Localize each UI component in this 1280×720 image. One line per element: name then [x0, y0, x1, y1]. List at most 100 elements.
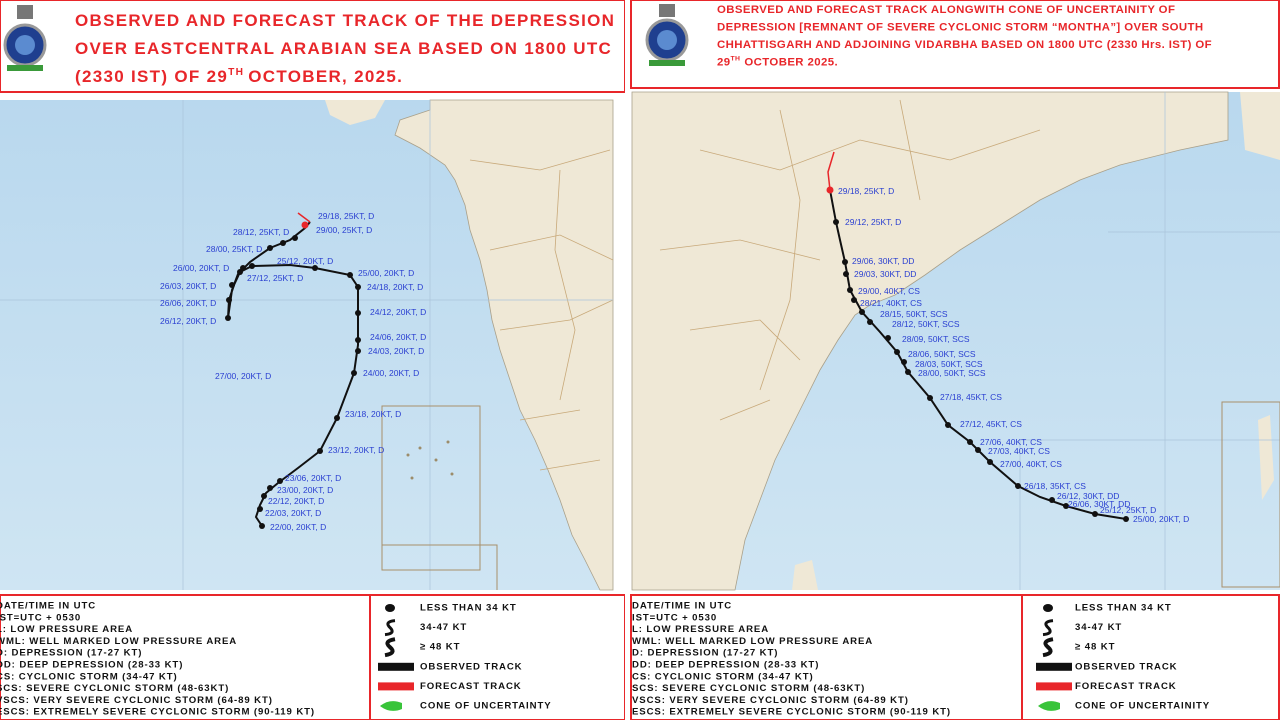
title-line: OVER EASTCENTRAL ARABIAN SEA BASED ON 18…: [75, 39, 612, 58]
symbol-scs: [384, 637, 396, 658]
legend-definition: SuCS: SUPER CYCLONIC STORM ≥ 120 KT: [0, 719, 224, 720]
symbol-scs: [1042, 637, 1054, 658]
symbol-forecast: [378, 682, 414, 691]
title-superscript: TH: [730, 55, 740, 62]
title-superscript: TH: [228, 67, 244, 78]
grid-lines: [1019, 92, 1280, 590]
title-text: OBSERVED AND FORECAST TRACK ALONGWITH CO…: [717, 4, 1175, 16]
track-point: [901, 359, 907, 365]
track-label: 22/12, 20KT, D: [268, 496, 324, 506]
track-label: 26/06, 20KT, D: [160, 298, 216, 308]
header-box: [0, 0, 625, 93]
track-point: [292, 235, 298, 241]
track-label: 27/00, 40KT, CS: [1000, 459, 1062, 469]
track-label: 29/06, 30KT, DD: [852, 256, 914, 266]
track-point: [975, 447, 981, 453]
grid-lines: [0, 100, 613, 590]
title-text: OVER EASTCENTRAL ARABIAN SEA BASED ON 18…: [75, 39, 612, 58]
track-point: [226, 297, 232, 303]
track-label: 25/00, 20KT, D: [358, 268, 414, 278]
legend-definition: IST=UTC + 0530: [0, 612, 81, 623]
island-box: [1221, 401, 1280, 588]
track-point: [312, 265, 318, 271]
track-label: 26/18, 35KT, CS: [1024, 481, 1086, 491]
track-label: 29/03, 30KT, DD: [854, 269, 916, 279]
title-text: 29: [717, 57, 730, 69]
track-point: [347, 272, 353, 278]
track-point: [280, 240, 286, 246]
track-label: 28/15, 50KT, SCS: [880, 309, 948, 319]
legend-box: [630, 594, 1280, 720]
legend-symbol-label: CONE OF UNCERTAINTY: [420, 701, 552, 712]
track-label: 27/12, 45KT, CS: [960, 419, 1022, 429]
legend-definition: DD: DEEP DEPRESSION (28-33 KT): [632, 660, 819, 671]
legend-symbol-label: 34-47 KT: [420, 622, 467, 633]
track-label: 23/12, 20KT, D: [328, 445, 384, 455]
forecast-point: [826, 186, 834, 194]
track-label: 26/12, 30KT, DD: [1057, 491, 1119, 501]
track-point: [894, 349, 900, 355]
track-label: 29/12, 25KT, D: [845, 217, 901, 227]
track-label: 24/06, 20KT, D: [370, 332, 426, 342]
forecast-track: [297, 212, 311, 223]
island-box: [381, 405, 481, 571]
title-text: CHHATTISGARH AND ADJOINING VIDARBHA BASE…: [717, 39, 1212, 51]
track-point: [317, 448, 323, 454]
track-label: 28/00, 25KT, D: [206, 244, 262, 254]
legend-definition: L: LOW PRESSURE AREA: [0, 624, 133, 635]
legend-definition: ESCS: EXTREMELY SEVERE CYCLONIC STORM (9…: [632, 707, 951, 718]
track-point: [267, 245, 273, 251]
track-point: [843, 271, 849, 277]
legend-symbol-label: OBSERVED TRACK: [1075, 661, 1178, 672]
track-point: [851, 297, 857, 303]
track-point: [1049, 497, 1055, 503]
title-line: (2330 IST) OF 29TH OCTOBER, 2025.: [75, 67, 403, 87]
track-label: 26/12, 20KT, D: [160, 316, 216, 326]
track-point: [859, 309, 865, 315]
track-point: [249, 263, 255, 269]
track-point: [867, 319, 873, 325]
observed-track: [829, 189, 1127, 520]
logo: [645, 4, 689, 66]
symbol-observed: [378, 662, 414, 671]
title-line: CHHATTISGARH AND ADJOINING VIDARBHA BASE…: [717, 39, 1212, 51]
track-label: 27/18, 45KT, CS: [940, 392, 1002, 402]
track-label: 28/12, 50KT, SCS: [892, 319, 960, 329]
track-label: 29/18, 25KT, D: [318, 211, 374, 221]
track-label: 27/00, 20KT, D: [215, 371, 271, 381]
legend-definition: IST=UTC + 0530: [632, 612, 717, 623]
islands: [406, 440, 454, 480]
track-label: 24/03, 20KT, D: [368, 346, 424, 356]
track-label: 27/03, 40KT, CS: [988, 446, 1050, 456]
left-panel: OBSERVED AND FORECAST TRACK OF THE DEPRE…: [0, 0, 625, 720]
legend-definition: VSCS: VERY SEVERE CYCLONIC STORM (64-89 …: [0, 695, 273, 706]
logo: [3, 5, 47, 71]
legend-symbol-label: FORECAST TRACK: [420, 681, 522, 692]
track-point: [257, 506, 263, 512]
track-label: 24/12, 20KT, D: [370, 307, 426, 317]
legend-definition: SCS: SEVERE CYCLONIC STORM (48-63KT): [0, 683, 229, 694]
track-point: [1015, 483, 1021, 489]
track-point: [351, 370, 357, 376]
legend-box: [0, 594, 625, 720]
track-point: [905, 369, 911, 375]
land: [325, 100, 385, 125]
legend-definition: DD: DEEP DEPRESSION (28-33 KT): [0, 660, 183, 671]
track-label: 23/06, 20KT, D: [285, 473, 341, 483]
legend-definition: D: DEPRESSION (17-27 KT): [0, 648, 142, 659]
symbol-observed: [1036, 662, 1072, 671]
track-label: 25/00, 20KT, D: [1133, 514, 1189, 524]
title-line: DEPRESSION [REMNANT OF SEVERE CYCLONIC S…: [717, 22, 1204, 34]
symbol-cs: [384, 619, 396, 637]
track-point: [945, 422, 951, 428]
track-label: 26/06, 30KT, DD: [1068, 499, 1130, 509]
track-point: [842, 259, 848, 265]
track-label: 26/03, 20KT, D: [160, 281, 216, 291]
track-point: [267, 485, 273, 491]
track-point: [355, 284, 361, 290]
track-label: 23/00, 20KT, D: [277, 485, 333, 495]
track-label: 28/00, 50KT, SCS: [918, 368, 986, 378]
legend-definition: L: LOW PRESSURE AREA: [632, 624, 769, 635]
right-content: OBSERVED AND FORECAST TRACK ALONGWITH CO…: [632, 4, 1212, 720]
